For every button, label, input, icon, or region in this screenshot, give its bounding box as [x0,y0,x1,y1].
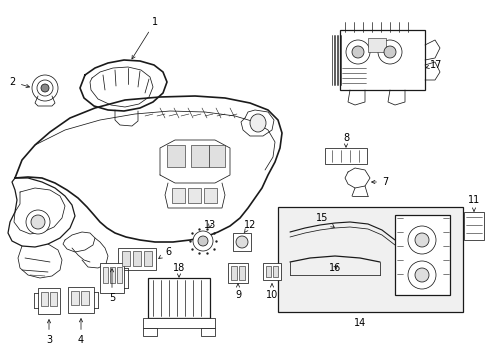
Bar [230,266,237,280]
Bar [148,278,209,318]
Ellipse shape [377,40,401,64]
Text: 12: 12 [244,220,256,233]
Text: 2: 2 [10,77,29,87]
Bar [239,266,244,280]
Bar [100,263,124,293]
Bar [118,248,156,270]
Ellipse shape [414,233,428,247]
Ellipse shape [407,226,435,254]
Bar [191,145,208,167]
Text: 1: 1 [132,17,158,59]
Text: 6: 6 [159,247,171,258]
Ellipse shape [351,46,363,58]
Text: 15: 15 [315,213,334,228]
Bar [263,263,281,280]
Bar [463,212,483,240]
Bar [201,328,215,336]
Ellipse shape [236,236,247,248]
Ellipse shape [26,210,50,234]
Ellipse shape [198,236,207,246]
Ellipse shape [414,268,428,282]
Bar [41,292,48,306]
Text: 16: 16 [328,263,341,273]
Ellipse shape [249,114,265,132]
Bar [203,188,217,203]
Bar [71,291,79,305]
Bar [167,145,184,167]
Text: 9: 9 [234,284,241,300]
Bar [232,233,250,251]
Ellipse shape [32,75,58,101]
Text: 11: 11 [467,195,479,211]
Text: 10: 10 [265,284,278,300]
Text: 8: 8 [342,133,348,147]
Bar [172,188,184,203]
Ellipse shape [31,215,45,229]
Bar [117,267,122,283]
Bar [142,328,157,336]
Ellipse shape [383,46,395,58]
Text: 17: 17 [425,60,442,70]
Bar [133,251,141,266]
Bar [142,318,215,328]
Text: 7: 7 [371,177,387,187]
Bar [278,207,462,312]
Bar [143,251,152,266]
Ellipse shape [193,231,213,251]
Bar [50,292,57,306]
Ellipse shape [41,84,49,92]
Text: 5: 5 [109,269,115,303]
Bar [68,287,94,313]
Bar [110,267,115,283]
Bar [103,267,108,283]
Bar [325,148,366,164]
Bar [187,188,201,203]
Bar [272,266,278,277]
Text: 13: 13 [203,220,216,230]
Bar [394,215,449,295]
Ellipse shape [346,40,369,64]
Bar [367,38,385,52]
Bar [339,30,424,90]
Bar [265,266,270,277]
Bar [38,288,60,314]
Bar [81,291,89,305]
Bar [122,251,130,266]
Bar [208,145,224,167]
Text: 3: 3 [46,320,52,345]
Ellipse shape [407,261,435,289]
Text: 4: 4 [78,319,84,345]
Text: 18: 18 [173,263,185,277]
Ellipse shape [37,80,53,96]
Bar [227,263,247,283]
Text: 14: 14 [353,318,366,328]
